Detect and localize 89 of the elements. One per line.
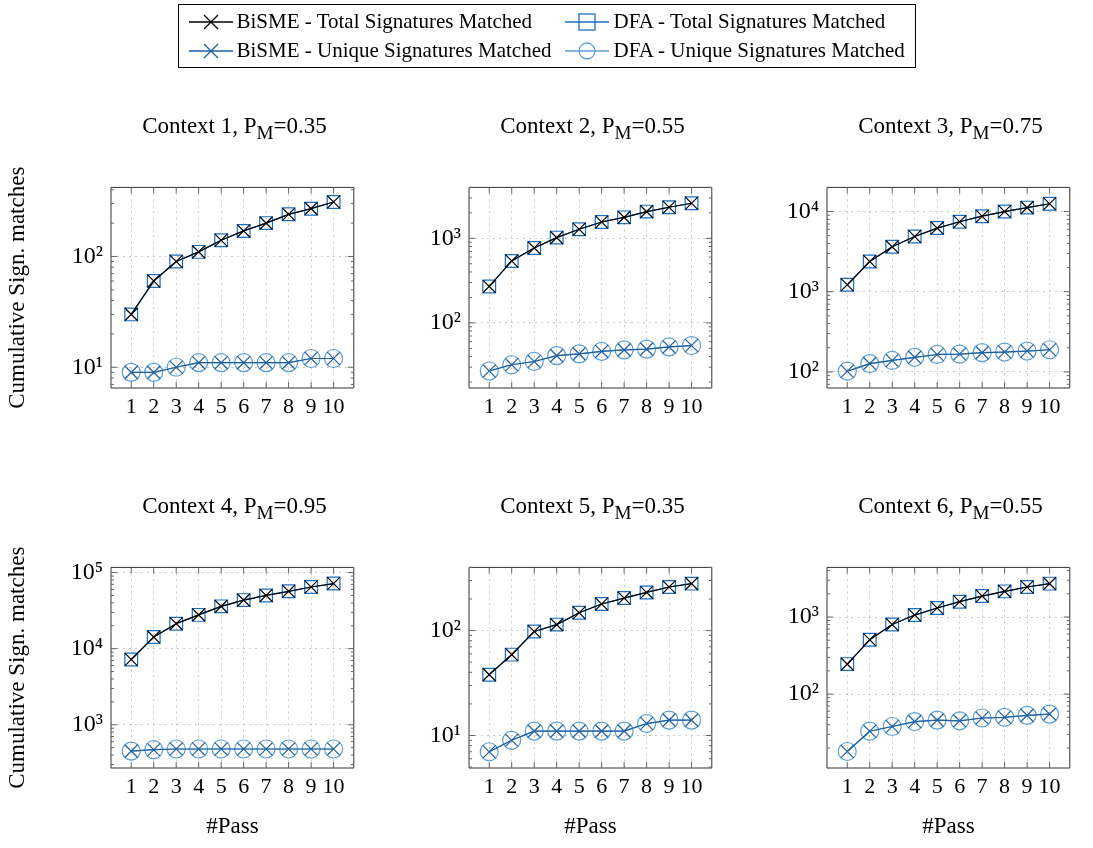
x-tick-label: 4 — [193, 772, 205, 798]
x-tick-label: 9 — [663, 392, 675, 418]
x-tick-label: 9 — [305, 772, 317, 798]
y-tick-label: 10³ — [429, 223, 461, 250]
chart-title: Context 1, P$_{M}$=0.35 — [141, 113, 328, 144]
x-tick-label: 3 — [170, 772, 182, 798]
x-tick-label: 7 — [976, 392, 988, 418]
x-tick-label: 5 — [931, 392, 943, 418]
x-tick-label: 4 — [909, 772, 921, 798]
x-tick-label: 10 — [322, 392, 345, 418]
x-tick-label: 10 — [680, 392, 703, 418]
chart-title: Context 5, P$_{M}$=0.35 — [499, 493, 686, 524]
x-tick-label: 3 — [886, 772, 898, 798]
x-tick-label: 2 — [148, 772, 160, 798]
y-tick-label: 10² — [429, 308, 461, 335]
x-tick-label: 4 — [909, 392, 921, 418]
x-tick-label: 6 — [954, 392, 966, 418]
chart-title: Context 6, P$_{M}$=0.55 — [857, 493, 1044, 524]
x-tick-label: 2 — [506, 392, 518, 418]
legend-label: BiSME - Total Signatures Matched — [236, 9, 533, 34]
x-tick-label: 1 — [841, 392, 853, 418]
chart-title: Context 4, P$_{M}$=0.95 — [141, 493, 328, 524]
x-tick-label: 5 — [573, 772, 585, 798]
y-tick-label: 10⁴ — [786, 196, 819, 223]
x-tick-label: 5 — [573, 392, 585, 418]
x-tick-label: 10 — [1038, 772, 1061, 798]
x-tick-label: 8 — [999, 392, 1011, 418]
x-tick-label: 8 — [999, 772, 1011, 798]
x-tick-label: 8 — [283, 392, 295, 418]
y-tick-label: 10³ — [71, 710, 103, 737]
x-tick-label: 8 — [641, 772, 653, 798]
x-tick-label: 9 — [1021, 772, 1033, 798]
y-tick-label: 10² — [71, 241, 103, 268]
y-axis-title: Cumulative Sign. matches — [3, 166, 29, 409]
x-tick-label: 3 — [528, 772, 540, 798]
x-tick-label: 8 — [641, 392, 653, 418]
x-tick-label: 1 — [483, 772, 495, 798]
legend-label: BiSME - Unique Signatures Matched — [236, 38, 552, 63]
x-tick-label: 1 — [125, 392, 137, 418]
x-tick-label: 10 — [680, 772, 703, 798]
x-tick-label: 7 — [260, 392, 272, 418]
x-tick-label: 6 — [596, 392, 608, 418]
y-tick-label: 10² — [429, 615, 461, 642]
x-tick-label: 7 — [976, 772, 988, 798]
x-tick-label: 4 — [193, 392, 205, 418]
x-tick-label: 9 — [1021, 392, 1033, 418]
legend-label: DFA - Total Signatures Matched — [613, 9, 886, 34]
x-axis-title: #Pass — [564, 813, 617, 839]
x-tick-label: 10 — [1038, 392, 1061, 418]
y-tick-label: 10³ — [787, 277, 819, 304]
x-tick-label: 3 — [170, 392, 182, 418]
x-tick-label: 4 — [551, 772, 563, 798]
x-tick-label: 6 — [238, 772, 250, 798]
x-tick-label: 10 — [322, 772, 345, 798]
x-tick-label: 2 — [864, 392, 876, 418]
x-tick-label: 6 — [954, 772, 966, 798]
x-axis-title: #Pass — [206, 813, 259, 839]
x-tick-label: 6 — [238, 392, 250, 418]
y-tick-label: 10³ — [787, 602, 819, 629]
x-tick-label: 6 — [596, 772, 608, 798]
chart-title: Context 2, P$_{M}$=0.55 — [499, 113, 686, 144]
chart-title: Context 3, P$_{M}$=0.75 — [857, 113, 1044, 144]
x-tick-label: 2 — [864, 772, 876, 798]
y-tick-label: 10² — [787, 679, 819, 706]
x-tick-label: 5 — [215, 392, 227, 418]
x-tick-label: 5 — [215, 772, 227, 798]
x-tick-label: 3 — [528, 392, 540, 418]
y-axis-title: Cumulative Sign. matches — [3, 546, 29, 789]
x-tick-label: 2 — [148, 392, 160, 418]
x-tick-label: 5 — [931, 772, 943, 798]
x-tick-label: 8 — [283, 772, 295, 798]
x-tick-label: 7 — [618, 392, 630, 418]
y-tick-label: 10⁴ — [70, 633, 103, 660]
x-tick-label: 3 — [886, 392, 898, 418]
y-tick-label: 10² — [787, 357, 819, 384]
x-tick-label: 9 — [663, 772, 675, 798]
x-tick-label: 1 — [483, 392, 495, 418]
x-tick-label: 7 — [260, 772, 272, 798]
x-tick-label: 7 — [618, 772, 630, 798]
x-tick-label: 1 — [125, 772, 137, 798]
x-tick-label: 2 — [506, 772, 518, 798]
y-tick-label: 10⁵ — [70, 557, 103, 584]
y-tick-label: 10¹ — [429, 720, 461, 747]
legend-label: DFA - Unique Signatures Matched — [613, 38, 905, 63]
y-tick-label: 10¹ — [71, 352, 103, 379]
x-tick-label: 9 — [305, 392, 317, 418]
x-tick-label: 4 — [551, 392, 563, 418]
x-tick-label: 1 — [841, 772, 853, 798]
x-axis-title: #Pass — [922, 813, 975, 839]
